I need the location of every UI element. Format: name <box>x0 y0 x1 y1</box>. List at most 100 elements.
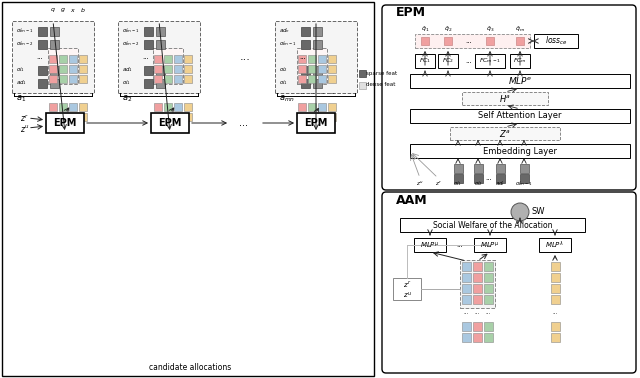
Text: ...: ... <box>466 38 472 44</box>
Bar <box>484 294 493 304</box>
Bar <box>297 48 327 84</box>
Bar <box>297 113 335 133</box>
Bar <box>298 75 306 83</box>
Bar <box>550 322 559 330</box>
Text: $oi_{m-1}$: $oi_{m-1}$ <box>515 180 532 189</box>
Bar <box>59 65 67 73</box>
Bar <box>298 103 306 111</box>
Text: $FC_m$: $FC_m$ <box>513 57 527 65</box>
Text: $oi_1$: $oi_1$ <box>122 79 131 87</box>
Bar <box>473 262 482 271</box>
Text: $FC_{m-1}$: $FC_{m-1}$ <box>479 57 501 65</box>
Bar <box>143 39 152 48</box>
Bar <box>312 26 321 36</box>
Bar <box>414 238 446 252</box>
Text: $oi_2$: $oi_2$ <box>474 180 483 189</box>
Bar <box>153 48 183 84</box>
Bar <box>143 26 152 36</box>
Text: ...: ... <box>36 54 44 60</box>
Bar <box>49 65 57 73</box>
Text: $q$: $q$ <box>50 6 56 14</box>
Text: $\hat{q}_1$: $\hat{q}_1$ <box>421 24 429 34</box>
Text: $oi_1$: $oi_1$ <box>16 65 25 74</box>
Text: ...: ... <box>466 58 472 64</box>
Bar <box>462 262 471 271</box>
Bar <box>328 103 336 111</box>
Bar <box>69 103 77 111</box>
Bar <box>484 322 493 330</box>
Bar <box>328 113 336 121</box>
Bar <box>154 55 162 63</box>
Bar <box>308 75 316 83</box>
Bar <box>164 113 172 121</box>
Bar <box>550 262 559 271</box>
Bar <box>318 113 326 121</box>
Bar <box>184 55 192 63</box>
FancyBboxPatch shape <box>382 5 636 190</box>
Text: $z^u$: $z^u$ <box>20 122 29 133</box>
Bar <box>358 82 365 88</box>
Bar <box>59 75 67 83</box>
Text: $FC_2$: $FC_2$ <box>442 57 454 65</box>
Bar <box>301 65 310 74</box>
Bar <box>438 54 458 68</box>
Bar <box>143 65 152 74</box>
Bar <box>312 39 321 48</box>
Bar <box>69 113 77 121</box>
Bar <box>484 284 493 293</box>
Text: ...: ... <box>156 90 161 96</box>
Bar <box>79 55 87 63</box>
Bar <box>318 65 326 73</box>
Text: $oi_2$: $oi_2$ <box>279 65 288 74</box>
Text: ...: ... <box>486 175 492 181</box>
Bar <box>79 103 87 111</box>
Bar <box>328 55 336 63</box>
Bar <box>495 174 504 183</box>
Text: $ad_1$: $ad_1$ <box>16 79 27 87</box>
Text: ...: ... <box>70 90 76 96</box>
Bar <box>473 294 482 304</box>
Bar <box>164 55 172 63</box>
Bar <box>275 21 357 93</box>
Bar <box>151 113 189 133</box>
Text: $Z^a$: $Z^a$ <box>499 128 511 139</box>
Bar <box>46 113 84 133</box>
Text: ...: ... <box>81 90 86 96</box>
Text: EPM: EPM <box>304 118 328 128</box>
Text: EPM: EPM <box>396 6 426 20</box>
Text: ...: ... <box>143 54 149 60</box>
Text: $MLP^\mu$: $MLP^\mu$ <box>480 240 500 250</box>
Text: $ad_n$: $ad_n$ <box>279 26 290 36</box>
Bar <box>156 26 164 36</box>
Text: ...: ... <box>60 90 66 96</box>
Text: $MLP^\lambda$: $MLP^\lambda$ <box>545 239 564 251</box>
Bar <box>301 39 310 48</box>
Text: ...: ... <box>165 90 171 96</box>
Bar <box>393 278 421 300</box>
Text: $ad_1$: $ad_1$ <box>122 65 133 74</box>
Bar <box>184 113 192 121</box>
Text: $\hat{q}_m$: $\hat{q}_m$ <box>515 24 525 34</box>
Bar <box>312 65 321 74</box>
Text: SW: SW <box>532 206 545 215</box>
Bar <box>298 55 306 63</box>
Text: ...: ... <box>456 242 463 248</box>
Bar <box>184 75 192 83</box>
Bar <box>308 65 316 73</box>
Bar <box>69 55 77 63</box>
Bar <box>69 75 77 83</box>
Text: ...: ... <box>300 54 307 60</box>
FancyBboxPatch shape <box>382 192 636 373</box>
Bar <box>38 39 47 48</box>
Text: $ad_i$: $ad_i$ <box>495 180 505 189</box>
Text: $oi_{m-1}$: $oi_{m-1}$ <box>122 26 140 36</box>
Circle shape <box>511 203 529 221</box>
Bar <box>174 75 182 83</box>
Bar <box>520 164 529 172</box>
Bar <box>79 75 87 83</box>
Bar <box>474 238 506 252</box>
Bar <box>154 65 162 73</box>
Bar <box>328 65 336 73</box>
Bar <box>298 65 306 73</box>
Text: $g$: $g$ <box>60 6 66 14</box>
